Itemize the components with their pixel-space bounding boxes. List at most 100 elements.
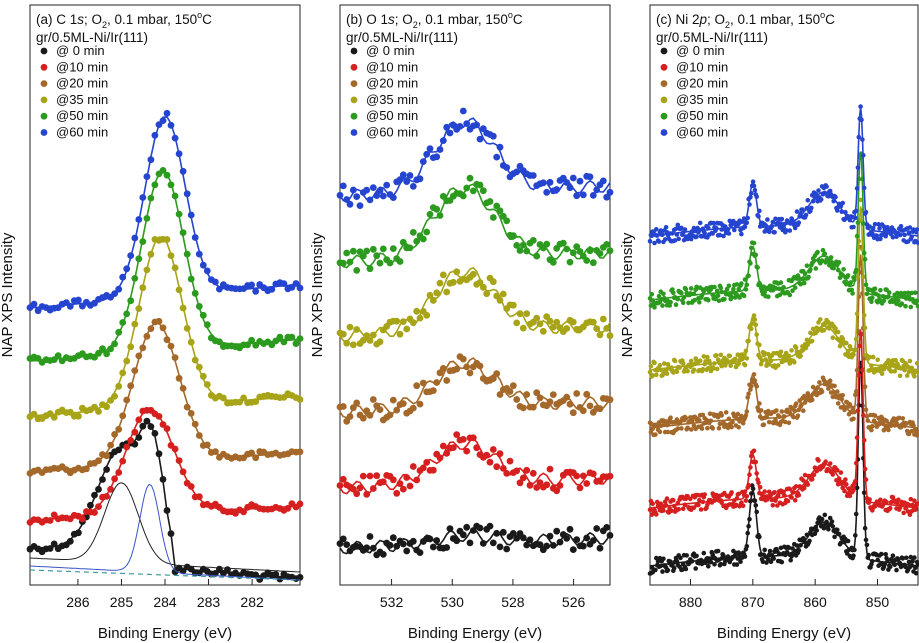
- data-point: [785, 498, 791, 504]
- data-point: [869, 299, 874, 305]
- data-point: [908, 554, 914, 560]
- data-point: [131, 320, 139, 328]
- data-point: [854, 233, 860, 239]
- data-point: [143, 173, 151, 181]
- data-point: [459, 355, 467, 363]
- data-point: [127, 382, 135, 390]
- data-point: [878, 287, 883, 293]
- data-point: [648, 363, 654, 369]
- data-point: [107, 441, 114, 449]
- data-point: [783, 350, 789, 356]
- data-point: [697, 418, 702, 423]
- data-point: [815, 249, 820, 255]
- data-point: [513, 242, 521, 249]
- data-point: [413, 382, 421, 390]
- data-point: [701, 354, 707, 359]
- data-point: [657, 363, 663, 368]
- data-point: [79, 515, 86, 523]
- data-point: [832, 383, 837, 389]
- data-point: [822, 512, 828, 518]
- data-point: [539, 327, 547, 335]
- data-point: [844, 340, 849, 346]
- data-point: [761, 422, 767, 428]
- data-point: [783, 419, 788, 425]
- data-point: [855, 165, 861, 170]
- series-5: [26, 109, 304, 315]
- data-point: [599, 315, 607, 323]
- data-point: [135, 255, 143, 263]
- data-point: [379, 478, 387, 486]
- data-point: [768, 358, 774, 364]
- data-point: [682, 502, 688, 508]
- data-point: [681, 294, 687, 300]
- data-point: [147, 325, 155, 332]
- x-axis-label: Binding Energy (eV): [98, 625, 232, 642]
- data-point: [573, 192, 581, 200]
- data-point: [419, 379, 427, 387]
- data-point: [751, 372, 757, 377]
- data-point: [869, 363, 874, 369]
- data-point: [103, 452, 110, 460]
- data-point: [727, 353, 733, 359]
- data-point: [745, 215, 750, 221]
- data-point: [726, 283, 732, 289]
- data-point: [754, 332, 759, 337]
- data-point: [673, 226, 679, 232]
- data-point: [66, 302, 74, 310]
- data-point: [419, 158, 427, 166]
- data-point: [409, 404, 417, 412]
- data-point: [712, 562, 717, 567]
- data-point: [353, 399, 361, 407]
- data-point: [853, 208, 859, 214]
- data-point: [426, 145, 434, 153]
- panel-subtitle: gr/0.5ML-Ni/Ir(111): [656, 30, 768, 45]
- data-point: [606, 396, 614, 404]
- data-point: [707, 411, 713, 417]
- data-point: [861, 313, 867, 318]
- data-point: [546, 398, 554, 406]
- title-superscript: o: [820, 10, 825, 20]
- panel-subtitle: gr/0.5ML-Ni/Ir(111): [346, 30, 458, 45]
- data-point: [469, 434, 477, 442]
- data-point: [389, 396, 397, 404]
- data-point: [115, 469, 123, 476]
- legend-label: @60 min: [366, 125, 418, 140]
- data-point: [363, 332, 371, 340]
- data-point: [179, 229, 187, 237]
- data-point: [396, 330, 404, 338]
- title-part: (c) Ni 2: [656, 12, 700, 27]
- data-point: [688, 286, 694, 291]
- data-point: [103, 403, 110, 411]
- data-point: [854, 186, 860, 191]
- data-point: [810, 326, 816, 332]
- data-point: [443, 544, 451, 551]
- data-point: [843, 477, 848, 482]
- data-point: [346, 200, 354, 208]
- data-point: [688, 236, 694, 242]
- legend-marker: [350, 47, 358, 55]
- data-point: [703, 560, 708, 565]
- data-point: [758, 408, 764, 413]
- data-point: [606, 532, 614, 539]
- data-point: [743, 287, 749, 292]
- data-point: [851, 224, 856, 230]
- data-point: [195, 250, 203, 258]
- data-point: [835, 527, 840, 533]
- data-point: [751, 448, 757, 454]
- data-point: [389, 194, 397, 202]
- data-point: [373, 192, 381, 200]
- data-point: [533, 314, 541, 322]
- data-point: [516, 310, 524, 318]
- data-point: [728, 363, 733, 369]
- data-point: [748, 194, 753, 200]
- data-point: [716, 426, 722, 431]
- data-point: [767, 548, 773, 554]
- data-point: [901, 510, 906, 516]
- data-point: [862, 525, 868, 531]
- data-point: [782, 414, 787, 419]
- data-point: [753, 503, 759, 508]
- data-point: [359, 414, 367, 422]
- data-point: [909, 290, 914, 296]
- data-point: [127, 297, 135, 305]
- data-point: [701, 550, 707, 556]
